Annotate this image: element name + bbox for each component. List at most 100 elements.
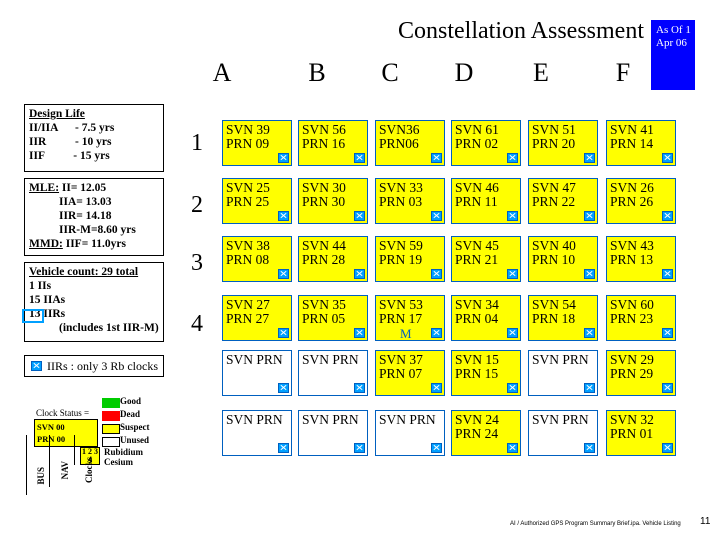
clock-status-icon: [431, 383, 442, 393]
satellite-label: SVN 37 PRN 07: [379, 352, 423, 381]
satellite-label: SVN 40 PRN 10: [532, 238, 576, 267]
clock-status-icon: [584, 211, 595, 221]
legend-good: Good: [120, 396, 142, 406]
satellite-label: SVN 32 PRN 01: [610, 412, 654, 441]
satellite-label: SVN 60 PRN 23: [610, 297, 654, 326]
legend-suspect: Suspect: [120, 422, 150, 432]
legend-dead: Dead: [120, 409, 140, 419]
clock-status-icon: [662, 443, 673, 453]
clock-status-icon: [354, 153, 365, 163]
satellite-cell: SVN PRN: [528, 350, 598, 396]
satellite-cell: SVN 45 PRN 21: [451, 236, 521, 282]
clock-status-icon: [431, 443, 442, 453]
iir-note: IIRs : only 3 Rb clocks: [47, 359, 158, 373]
nav-label: NAV: [60, 461, 70, 480]
satellite-cell: SVN 30 PRN 30: [298, 178, 368, 224]
satellite-label: SVN PRN: [226, 412, 283, 427]
vehicle-count-line: 15 IIAs: [29, 294, 66, 306]
legend-rubidium: Rubidium: [104, 447, 144, 457]
clock-status-icon: [278, 153, 289, 163]
satellite-label: SVN PRN: [379, 412, 436, 427]
clock-status-icon: [354, 328, 365, 338]
clock-status-icon: [278, 328, 289, 338]
clocks-label: Clocks: [84, 457, 94, 484]
mle-box: MLE: II= 12.05 IIA= 13.03 IIR= 14.18 IIR…: [24, 178, 164, 256]
vehicle-count-line: 1 IIs: [29, 280, 52, 292]
satellite-label: SVN 15 PRN 15: [455, 352, 499, 381]
clock-status-icon: [662, 328, 673, 338]
satellite-label: SVN 25 PRN 25: [226, 180, 270, 209]
satellite-label: SVN 33 PRN 03: [379, 180, 423, 209]
clock-status-icon: [507, 443, 518, 453]
clock-status-icon: [584, 269, 595, 279]
satellite-cell: SVN 44 PRN 28: [298, 236, 368, 282]
satellite-label: SVN 29 PRN 29: [610, 352, 654, 381]
design-life-line: IIF - 15 yrs: [29, 150, 110, 162]
column-header-c: C: [381, 58, 399, 87]
satellite-label: SVN PRN: [302, 352, 359, 367]
clock-status-icon: [278, 443, 289, 453]
satellite-cell: SVN 46 PRN 11: [451, 178, 521, 224]
clock-status-icon: [431, 269, 442, 279]
satellite-cell: SVN 51 PRN 20: [528, 120, 598, 166]
clock-status-icon: [662, 211, 673, 221]
satellite-cell: SVN PRN: [222, 350, 292, 396]
clock-status-icon: [431, 328, 442, 338]
sample-prn: PRN 00: [37, 434, 66, 444]
clock-status-icon: [507, 383, 518, 393]
mle-line: IIA= 13.03: [59, 196, 112, 208]
satellite-label: SVN36 PRN06: [379, 122, 420, 151]
satellite-label: SVN 26 PRN 26: [610, 180, 654, 209]
row-header-1: 1: [191, 130, 203, 156]
as-of-badge: As Of 1 Apr 06: [651, 20, 695, 90]
satellite-cell: SVN 27 PRN 27: [222, 295, 292, 341]
satellite-label: SVN 24 PRN 24: [455, 412, 499, 441]
satellite-cell: SVN 56 PRN 16: [298, 120, 368, 166]
suspect-swatch: [102, 424, 120, 434]
vehicle-count-box: Vehicle count: 29 total 1 IIs 15 IIAs 13…: [24, 262, 164, 342]
legend-unused: Unused: [120, 435, 150, 445]
dead-swatch: [102, 411, 120, 421]
mmd-value: IIF= 11.0yrs: [65, 238, 126, 250]
clock-status-icon: [507, 153, 518, 163]
page-title: Constellation Assessment: [398, 18, 644, 44]
clock-status-icon: [662, 383, 673, 393]
satellite-cell: SVN 59 PRN 19: [375, 236, 445, 282]
satellite-cell: SVN PRN: [375, 410, 445, 456]
clock-status-icon: [278, 269, 289, 279]
mle-line: II= 12.05: [61, 182, 107, 194]
clock-type-labels: Rubidium Cesium: [104, 447, 143, 467]
clock-status-icon: [354, 211, 365, 221]
clock-status-icon: [354, 269, 365, 279]
satellite-cell: SVN 60 PRN 23: [606, 295, 676, 341]
satellite-label: SVN 47 PRN 22: [532, 180, 576, 209]
clock-status-icon: [431, 153, 442, 163]
unused-swatch: [102, 437, 120, 447]
row-header-2: 2: [191, 192, 203, 218]
clock-status-icon: [431, 211, 442, 221]
design-life-line: IIR - 10 yrs: [29, 136, 112, 148]
satellite-label: SVN 53 PRN 17: [379, 297, 423, 326]
satellite-label: SVN 56 PRN 16: [302, 122, 346, 151]
satellite-cell: SVN 53 PRN 17 M: [375, 295, 445, 341]
page-number: 11: [700, 516, 711, 527]
vehicle-count-line: 13 IIRs: [29, 308, 66, 320]
satellite-label: SVN 43 PRN 13: [610, 238, 654, 267]
satellite-label: SVN 51 PRN 20: [532, 122, 576, 151]
sample-svn: SVN 00: [37, 422, 65, 432]
bus-label: BUS: [36, 467, 46, 485]
satellite-cell: SVN 43 PRN 13: [606, 236, 676, 282]
column-header-b: B: [308, 58, 326, 87]
mmd-heading: MMD:: [29, 238, 63, 250]
clock-status-icon: [278, 211, 289, 221]
design-life-box: Design Life II/IIA - 7.5 yrs IIR - 10 yr…: [24, 104, 164, 172]
satellite-cell: SVN 29 PRN 29: [606, 350, 676, 396]
mle-heading: MLE:: [29, 182, 60, 194]
satellite-cell: SVN PRN: [528, 410, 598, 456]
satellite-cell: SVN36 PRN06: [375, 120, 445, 166]
column-header-a: A: [212, 58, 232, 87]
row-header-4: 4: [191, 311, 203, 337]
satellite-label: SVN 34 PRN 04: [455, 297, 499, 326]
satellite-label: SVN 39 PRN 09: [226, 122, 270, 151]
satellite-cell: SVN 25 PRN 25: [222, 178, 292, 224]
